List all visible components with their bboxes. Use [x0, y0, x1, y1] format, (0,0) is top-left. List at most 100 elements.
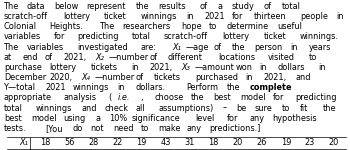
- Text: predicting: predicting: [295, 93, 337, 102]
- Text: December: December: [4, 73, 46, 82]
- Text: ticket: ticket: [104, 12, 127, 21]
- Text: of: of: [136, 73, 144, 82]
- Text: locations: locations: [218, 53, 255, 62]
- Text: level: level: [195, 114, 214, 123]
- Text: do: do: [72, 124, 83, 133]
- Text: tickets: tickets: [154, 73, 181, 82]
- Text: model: model: [31, 114, 57, 123]
- Text: to: to: [140, 124, 149, 133]
- Text: to: to: [209, 22, 217, 31]
- Text: hope: hope: [181, 22, 202, 31]
- Text: total: total: [281, 2, 300, 11]
- Text: (: (: [108, 93, 112, 102]
- Text: purchased: purchased: [195, 73, 238, 82]
- Text: are:: are:: [140, 43, 156, 52]
- Text: hypothesis: hypothesis: [272, 114, 317, 123]
- Text: in: in: [318, 63, 326, 72]
- Text: 2021,: 2021,: [63, 53, 86, 62]
- Text: researchers: researchers: [122, 22, 170, 31]
- Text: won: won: [236, 63, 253, 72]
- Text: total: total: [4, 103, 23, 112]
- Text: The: The: [99, 22, 115, 31]
- Text: fit: fit: [300, 103, 308, 112]
- Text: 22: 22: [112, 138, 122, 147]
- Text: 20: 20: [232, 138, 243, 147]
- Text: in: in: [186, 12, 194, 21]
- Text: Y—total: Y—total: [4, 83, 36, 92]
- Text: any: any: [250, 114, 265, 123]
- Text: X₂: X₂: [95, 53, 104, 62]
- Text: ticket: ticket: [263, 32, 286, 41]
- Text: check: check: [104, 103, 128, 112]
- Text: assumptions): assumptions): [159, 103, 214, 112]
- Text: visited: visited: [268, 53, 295, 62]
- Text: dollars.: dollars.: [136, 83, 166, 92]
- Text: thirteen: thirteen: [254, 12, 287, 21]
- Text: a: a: [218, 2, 223, 11]
- Text: best: best: [213, 93, 231, 102]
- Text: The: The: [4, 43, 19, 52]
- Text: investigated: investigated: [77, 43, 127, 52]
- Text: for: for: [272, 93, 284, 102]
- Text: not: not: [90, 124, 104, 133]
- Text: 18: 18: [40, 138, 50, 147]
- Text: X₄: X₄: [81, 73, 90, 82]
- Text: any: any: [186, 124, 201, 133]
- Text: 43: 43: [160, 138, 170, 147]
- Text: —amount: —amount: [195, 63, 235, 72]
- Text: —number: —number: [108, 53, 149, 62]
- Text: 18: 18: [208, 138, 219, 147]
- Text: significance: significance: [131, 114, 180, 123]
- Text: 2021,: 2021,: [149, 63, 173, 72]
- Text: a: a: [95, 114, 100, 123]
- Text: in: in: [131, 63, 139, 72]
- Text: end: end: [22, 53, 38, 62]
- Text: in: in: [245, 73, 253, 82]
- Text: of: of: [149, 53, 158, 62]
- Text: at: at: [4, 53, 12, 62]
- Text: years: years: [309, 43, 331, 52]
- Text: of: of: [45, 53, 53, 62]
- Text: for: for: [227, 114, 238, 123]
- Text: for: for: [54, 32, 65, 41]
- Text: X₁: X₁: [172, 43, 181, 52]
- Text: –: –: [222, 103, 226, 112]
- Text: 26: 26: [257, 138, 267, 147]
- Text: study: study: [231, 2, 254, 11]
- Text: purchase: purchase: [4, 63, 42, 72]
- Text: the: the: [136, 2, 149, 11]
- Text: for: for: [231, 12, 243, 21]
- Text: X₃: X₃: [181, 63, 190, 72]
- Text: 2021: 2021: [45, 83, 65, 92]
- Text: winnings: winnings: [36, 103, 72, 112]
- Text: scratch-off: scratch-off: [4, 12, 48, 21]
- Text: people: people: [300, 12, 328, 21]
- Text: i.e.: i.e.: [118, 93, 130, 102]
- Text: —number: —number: [95, 73, 135, 82]
- Text: need: need: [113, 124, 134, 133]
- Text: 2021: 2021: [204, 12, 225, 21]
- Text: 56: 56: [64, 138, 74, 147]
- Text: X₁: X₁: [19, 138, 28, 147]
- Text: tests.: tests.: [4, 124, 27, 133]
- Text: appropriate: appropriate: [4, 93, 52, 102]
- Text: total: total: [131, 32, 150, 41]
- Text: using: using: [63, 114, 85, 123]
- Text: 2021,: 2021,: [263, 73, 287, 82]
- Text: choose: choose: [154, 93, 183, 102]
- Text: represent: represent: [86, 2, 125, 11]
- Text: scratch-off: scratch-off: [163, 32, 207, 41]
- Text: variables: variables: [4, 32, 41, 41]
- Text: of: of: [263, 2, 271, 11]
- Text: 31: 31: [184, 138, 195, 147]
- Text: winnings.: winnings.: [300, 32, 339, 41]
- Text: 19: 19: [136, 138, 147, 147]
- Text: and: and: [81, 103, 97, 112]
- Text: 20: 20: [329, 138, 339, 147]
- Text: tickets: tickets: [90, 63, 118, 72]
- Text: ,: ,: [140, 93, 143, 102]
- Text: all: all: [136, 103, 146, 112]
- Text: predicting: predicting: [77, 32, 118, 41]
- Text: 23: 23: [305, 138, 315, 147]
- Text: 28: 28: [88, 138, 98, 147]
